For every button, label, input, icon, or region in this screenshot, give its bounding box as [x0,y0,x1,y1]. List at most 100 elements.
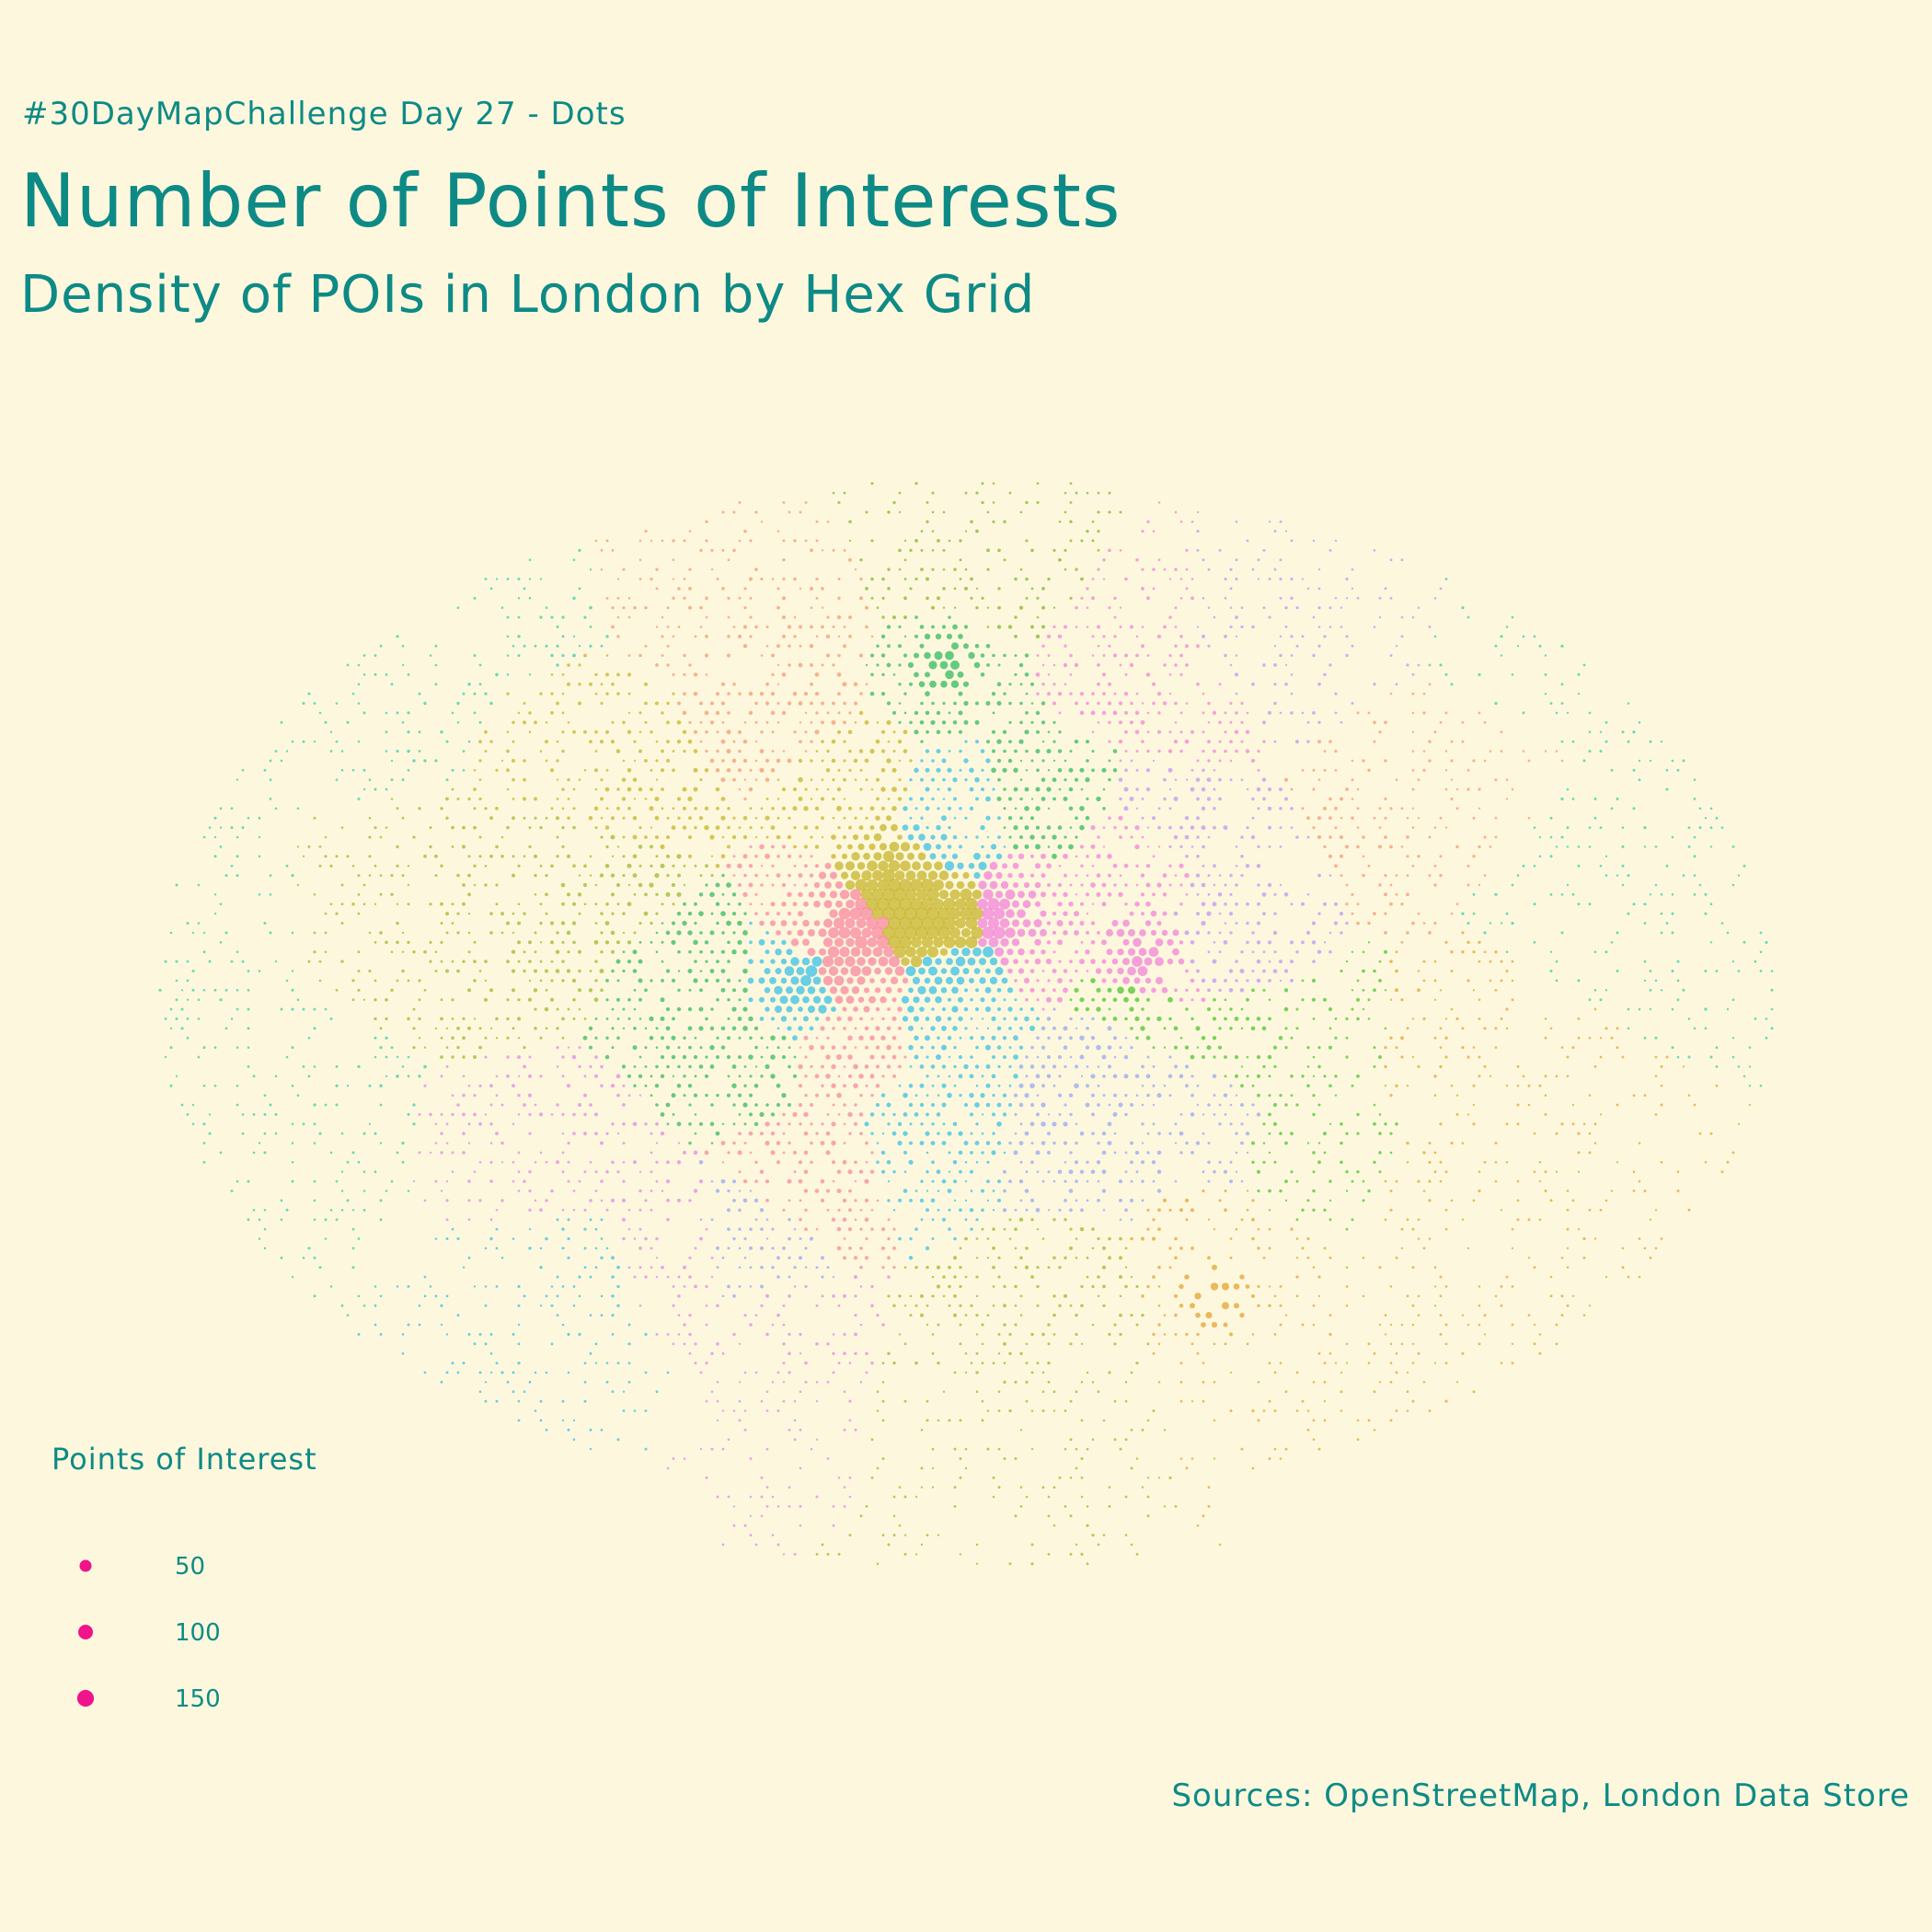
poi-dot [1500,1209,1503,1212]
poi-dot [594,1074,598,1078]
poi-dot [866,916,879,930]
poi-dot [1257,768,1260,772]
poi-dot [368,835,372,839]
poi-dot [666,1160,670,1165]
poi-dot [1229,606,1233,609]
poi-dot [1101,939,1107,946]
poi-dot [1007,853,1013,859]
poi-dot [776,873,781,878]
poi-dot [843,816,846,820]
poi-dot [1019,778,1023,781]
poi-dot [958,1016,963,1022]
poi-dot [1284,1027,1288,1030]
poi-dot [1113,1093,1117,1098]
poi-dot [616,635,620,638]
poi-dot [1588,903,1592,906]
poi-dot [1190,882,1195,888]
poi-dot [1444,1018,1448,1020]
poi-dot [1035,710,1041,716]
poi-dot [754,1065,758,1068]
poi-dot [1505,1027,1509,1030]
poi-dot [940,680,948,688]
poi-dot [252,1151,256,1155]
poi-dot [423,1064,427,1069]
poi-dot [759,749,765,753]
poi-dot [1472,912,1476,915]
poi-dot [1151,987,1156,994]
poi-dot [698,1121,704,1126]
poi-dot [169,1007,173,1011]
poi-dot [538,1112,544,1117]
poi-dot [748,882,753,888]
poi-dot [1322,806,1328,811]
poi-dot [931,1084,935,1087]
poi-dot [357,663,361,667]
poi-dot [1108,816,1111,820]
poi-dot [776,587,780,591]
poi-dot [622,1027,626,1030]
poi-dot [715,1131,720,1136]
poi-dot [258,970,261,972]
poi-dot [1384,835,1387,839]
poi-dot [318,960,322,963]
poi-dot [1223,939,1228,945]
poi-dot [1002,1112,1007,1117]
poi-dot [633,1027,637,1030]
poi-dot [931,1122,935,1126]
poi-dot [854,1160,857,1165]
poi-dot [1075,816,1078,820]
poi-dot [920,568,924,571]
poi-dot [1052,548,1056,552]
poi-dot [1036,730,1040,734]
poi-dot [396,921,399,926]
poi-dot [561,673,565,676]
poi-dot [1621,845,1625,848]
poi-dot [1571,1103,1575,1107]
poi-dot [1290,1075,1294,1078]
poi-dot [1052,1026,1056,1030]
poi-dot [869,978,875,983]
poi-dot [1395,778,1398,781]
poi-dot [1483,1160,1487,1164]
poi-dot [1097,701,1100,706]
poi-dot [776,644,781,649]
poi-dot [473,1112,477,1117]
poi-dot [545,606,548,609]
poi-dot [792,806,798,811]
poi-dot [335,988,339,992]
poi-dot [1334,902,1338,906]
poi-dot [996,1102,1002,1108]
poi-dot [1041,1045,1046,1050]
poi-dot [549,940,555,945]
poi-dot [280,759,283,763]
poi-dot [727,711,730,715]
poi-dot [473,768,477,772]
poi-dot [258,835,261,839]
poi-dot [1117,949,1124,956]
poi-dot [841,853,848,859]
poi-dot [1582,663,1586,667]
poi-dot [754,1179,758,1183]
poi-dot [952,720,958,725]
poi-dot [1693,855,1696,858]
poi-dot [1196,511,1200,513]
poi-dot [506,654,510,657]
poi-dot [1052,891,1057,897]
poi-dot [605,1018,609,1020]
poi-dot [1599,750,1603,753]
poi-dot [847,1074,853,1078]
poi-dot [742,854,748,859]
poi-dot [1162,911,1167,916]
poi-dot [877,916,890,930]
poi-dot [567,1046,570,1049]
poi-dot [919,1083,925,1088]
poi-dot [843,798,846,800]
poi-dot [1505,626,1509,628]
poi-dot [914,710,919,716]
poi-dot [964,778,968,782]
poi-dot [1024,730,1029,735]
poi-dot [1064,835,1067,839]
poi-dot [467,1026,471,1030]
poi-dot [512,816,515,821]
poi-dot [434,1027,438,1030]
